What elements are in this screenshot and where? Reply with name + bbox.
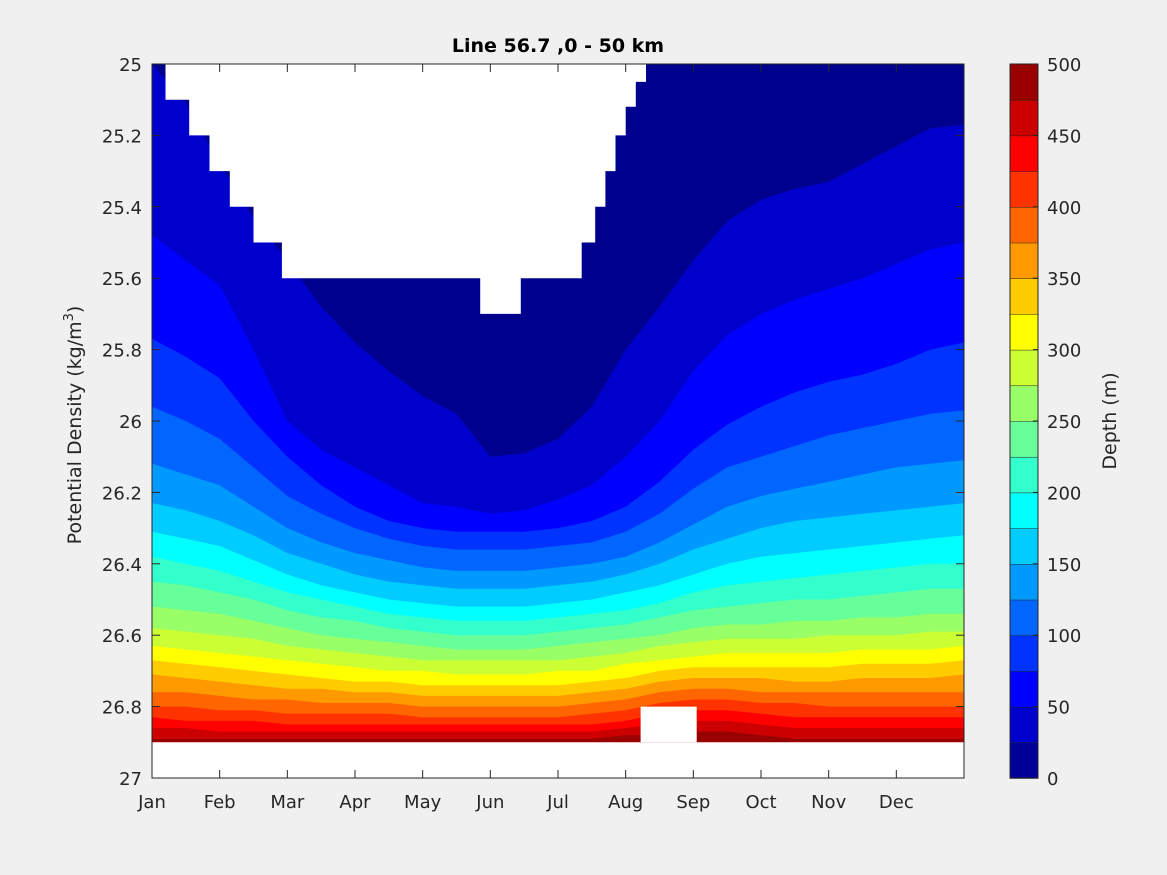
colorbar-swatch xyxy=(1009,349,1039,387)
y-tick-label: 25.6 xyxy=(102,269,142,290)
colorbar-tick-label: 500 xyxy=(1047,55,1081,76)
colorbar-tick-label: 450 xyxy=(1047,126,1081,147)
contour-bands xyxy=(152,64,964,778)
colorbar-swatch xyxy=(1009,135,1039,172)
x-tick-label: Oct xyxy=(745,792,776,813)
y-axis-label: Potential Density (kg/m3) xyxy=(62,306,86,545)
no-data-bottom-gap xyxy=(152,742,964,778)
y-tick-label: 25.4 xyxy=(102,198,142,219)
y-tick-label: 25.8 xyxy=(102,341,142,362)
y-tick-label: 26.4 xyxy=(102,555,142,576)
x-tick-label: Aug xyxy=(608,792,643,813)
plot-area xyxy=(152,64,964,778)
x-tick-label: Dec xyxy=(879,792,914,813)
no-data-aug-gap xyxy=(640,706,697,743)
colorbar-swatches xyxy=(1009,63,1039,779)
no-data-upper-gap xyxy=(165,64,646,314)
colorbar-swatch xyxy=(1009,742,1039,779)
colorbar-label: Depth (m) xyxy=(1099,372,1121,469)
colorbar-swatch xyxy=(1009,313,1039,351)
no-data-regions xyxy=(152,64,964,778)
x-tick-label: Feb xyxy=(204,792,236,813)
y-tick-label: 25 xyxy=(119,55,142,76)
x-tick-label: Jul xyxy=(546,792,569,813)
x-tick-label: Jun xyxy=(475,792,504,813)
colorbar-swatch xyxy=(1009,456,1039,494)
colorbar-tick-label: 50 xyxy=(1047,698,1070,719)
x-tick-label: May xyxy=(404,792,442,813)
colorbar-tick-label: 200 xyxy=(1047,483,1081,504)
colorbar-swatch xyxy=(1009,492,1039,529)
colorbar-swatch xyxy=(1009,563,1039,601)
x-axis-ticks: Jan Feb Mar Apr May Jun Jul Aug Sep Oct Nov Dec xyxy=(137,64,914,813)
x-tick-label: Nov xyxy=(811,792,846,813)
colorbar-swatch xyxy=(1009,206,1039,244)
x-tick-label: Jan xyxy=(137,792,166,813)
colorbar-tick-label: 0 xyxy=(1047,769,1058,790)
colorbar-swatch xyxy=(1009,420,1039,458)
colorbar: 0 50 100 150 200 250 300 350 400 450 500 Depth (m) xyxy=(1009,55,1121,790)
colorbar-swatch xyxy=(1009,170,1039,208)
colorbar-swatch xyxy=(1009,706,1039,744)
colorbar-swatch xyxy=(1009,277,1039,315)
chart-title: Line 56.7 ,0 - 50 km xyxy=(452,35,664,57)
colorbar-tick-label: 300 xyxy=(1047,341,1081,362)
x-tick-label: Apr xyxy=(339,792,371,813)
y-tick-label: 27 xyxy=(119,769,142,790)
y-tick-label: 26.2 xyxy=(102,483,142,504)
colorbar-swatch xyxy=(1009,599,1039,636)
x-tick-label: Mar xyxy=(270,792,305,813)
colorbar-swatch xyxy=(1009,63,1039,101)
colorbar-swatch xyxy=(1009,670,1039,708)
colorbar-swatch xyxy=(1009,99,1039,137)
colorbar-swatch xyxy=(1009,634,1039,672)
y-tick-label: 26.6 xyxy=(102,626,142,647)
y-tick-label: 26.8 xyxy=(102,698,142,719)
colorbar-ticks: 0 50 100 150 200 250 300 350 400 450 500 xyxy=(1033,55,1081,790)
colorbar-tick-label: 250 xyxy=(1047,412,1081,433)
colorbar-tick-label: 100 xyxy=(1047,626,1081,647)
y-tick-label: 25.2 xyxy=(102,126,142,147)
colorbar-swatch xyxy=(1009,527,1039,565)
colorbar-swatch xyxy=(1009,385,1039,422)
x-tick-label: Sep xyxy=(676,792,710,813)
colorbar-tick-label: 400 xyxy=(1047,198,1081,219)
colorbar-tick-label: 350 xyxy=(1047,269,1081,290)
y-axis-ticks: 25 25.2 25.4 25.6 25.8 26 26.2 26.4 26.6 26.8 27 xyxy=(102,55,964,790)
y-tick-label: 26 xyxy=(119,412,142,433)
colorbar-swatch xyxy=(1009,242,1039,279)
colorbar-tick-label: 150 xyxy=(1047,555,1081,576)
